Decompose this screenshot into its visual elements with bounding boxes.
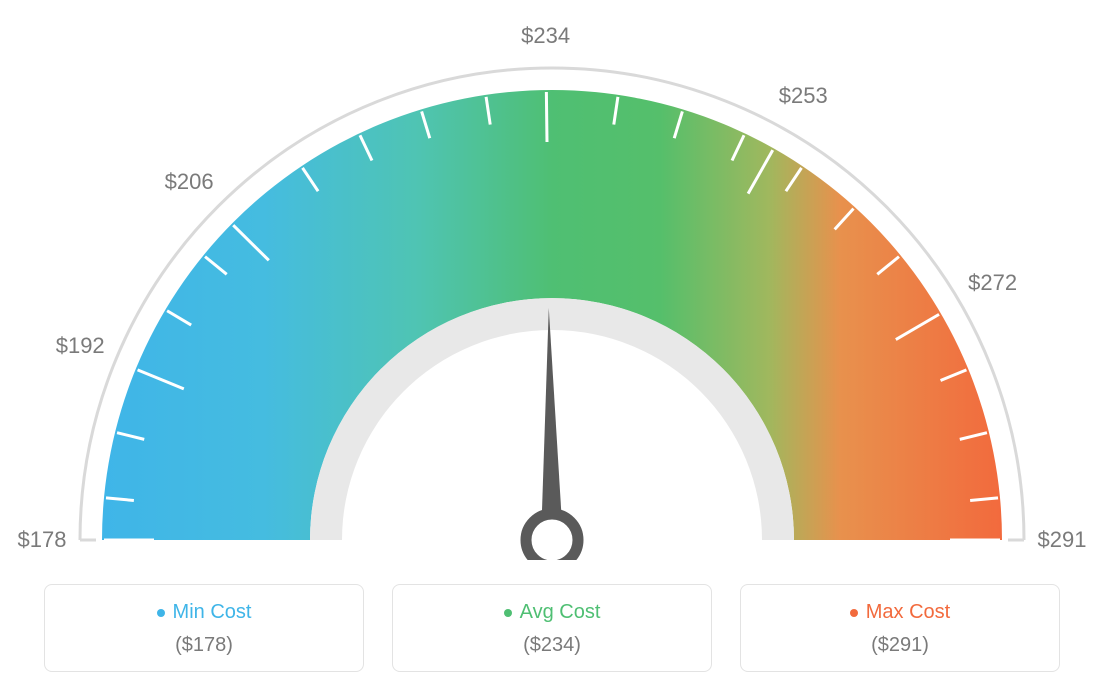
- gauge-chart: [0, 0, 1104, 560]
- legend-value-max: ($291): [751, 634, 1049, 657]
- gauge-tick-label: $272: [968, 270, 1017, 296]
- legend-card-avg: Avg Cost ($234): [392, 584, 712, 672]
- legend-card-max: Max Cost ($291): [740, 584, 1060, 672]
- gauge-needle-hub: [526, 514, 578, 560]
- gauge-tick-label: $253: [779, 83, 828, 109]
- legend-value-avg: ($234): [403, 634, 701, 657]
- gauge-tick-label: $234: [521, 23, 570, 49]
- legend-dot-min: [157, 609, 165, 617]
- gauge-major-tick: [546, 92, 547, 142]
- legend-label-avg: Avg Cost: [520, 601, 601, 624]
- legend-title-avg: Avg Cost: [504, 601, 601, 624]
- legend-dot-avg: [504, 609, 512, 617]
- gauge-tick-label: $206: [165, 169, 214, 195]
- legend-dot-max: [850, 609, 858, 617]
- legend-card-min: Min Cost ($178): [44, 584, 364, 672]
- legend-title-min: Min Cost: [157, 601, 252, 624]
- gauge-container: $178 $192 $206 $234 $253 $272 $291: [0, 0, 1104, 560]
- legend-label-min: Min Cost: [173, 601, 252, 624]
- gauge-tick-label: $192: [56, 333, 105, 359]
- legend-title-max: Max Cost: [850, 601, 950, 624]
- gauge-tick-label: $178: [18, 527, 67, 553]
- gauge-tick-label: $291: [1038, 527, 1087, 553]
- gauge-needle: [541, 308, 563, 540]
- legend-value-min: ($178): [55, 634, 353, 657]
- legend-row: Min Cost ($178) Avg Cost ($234) Max Cost…: [0, 584, 1104, 672]
- legend-label-max: Max Cost: [866, 601, 950, 624]
